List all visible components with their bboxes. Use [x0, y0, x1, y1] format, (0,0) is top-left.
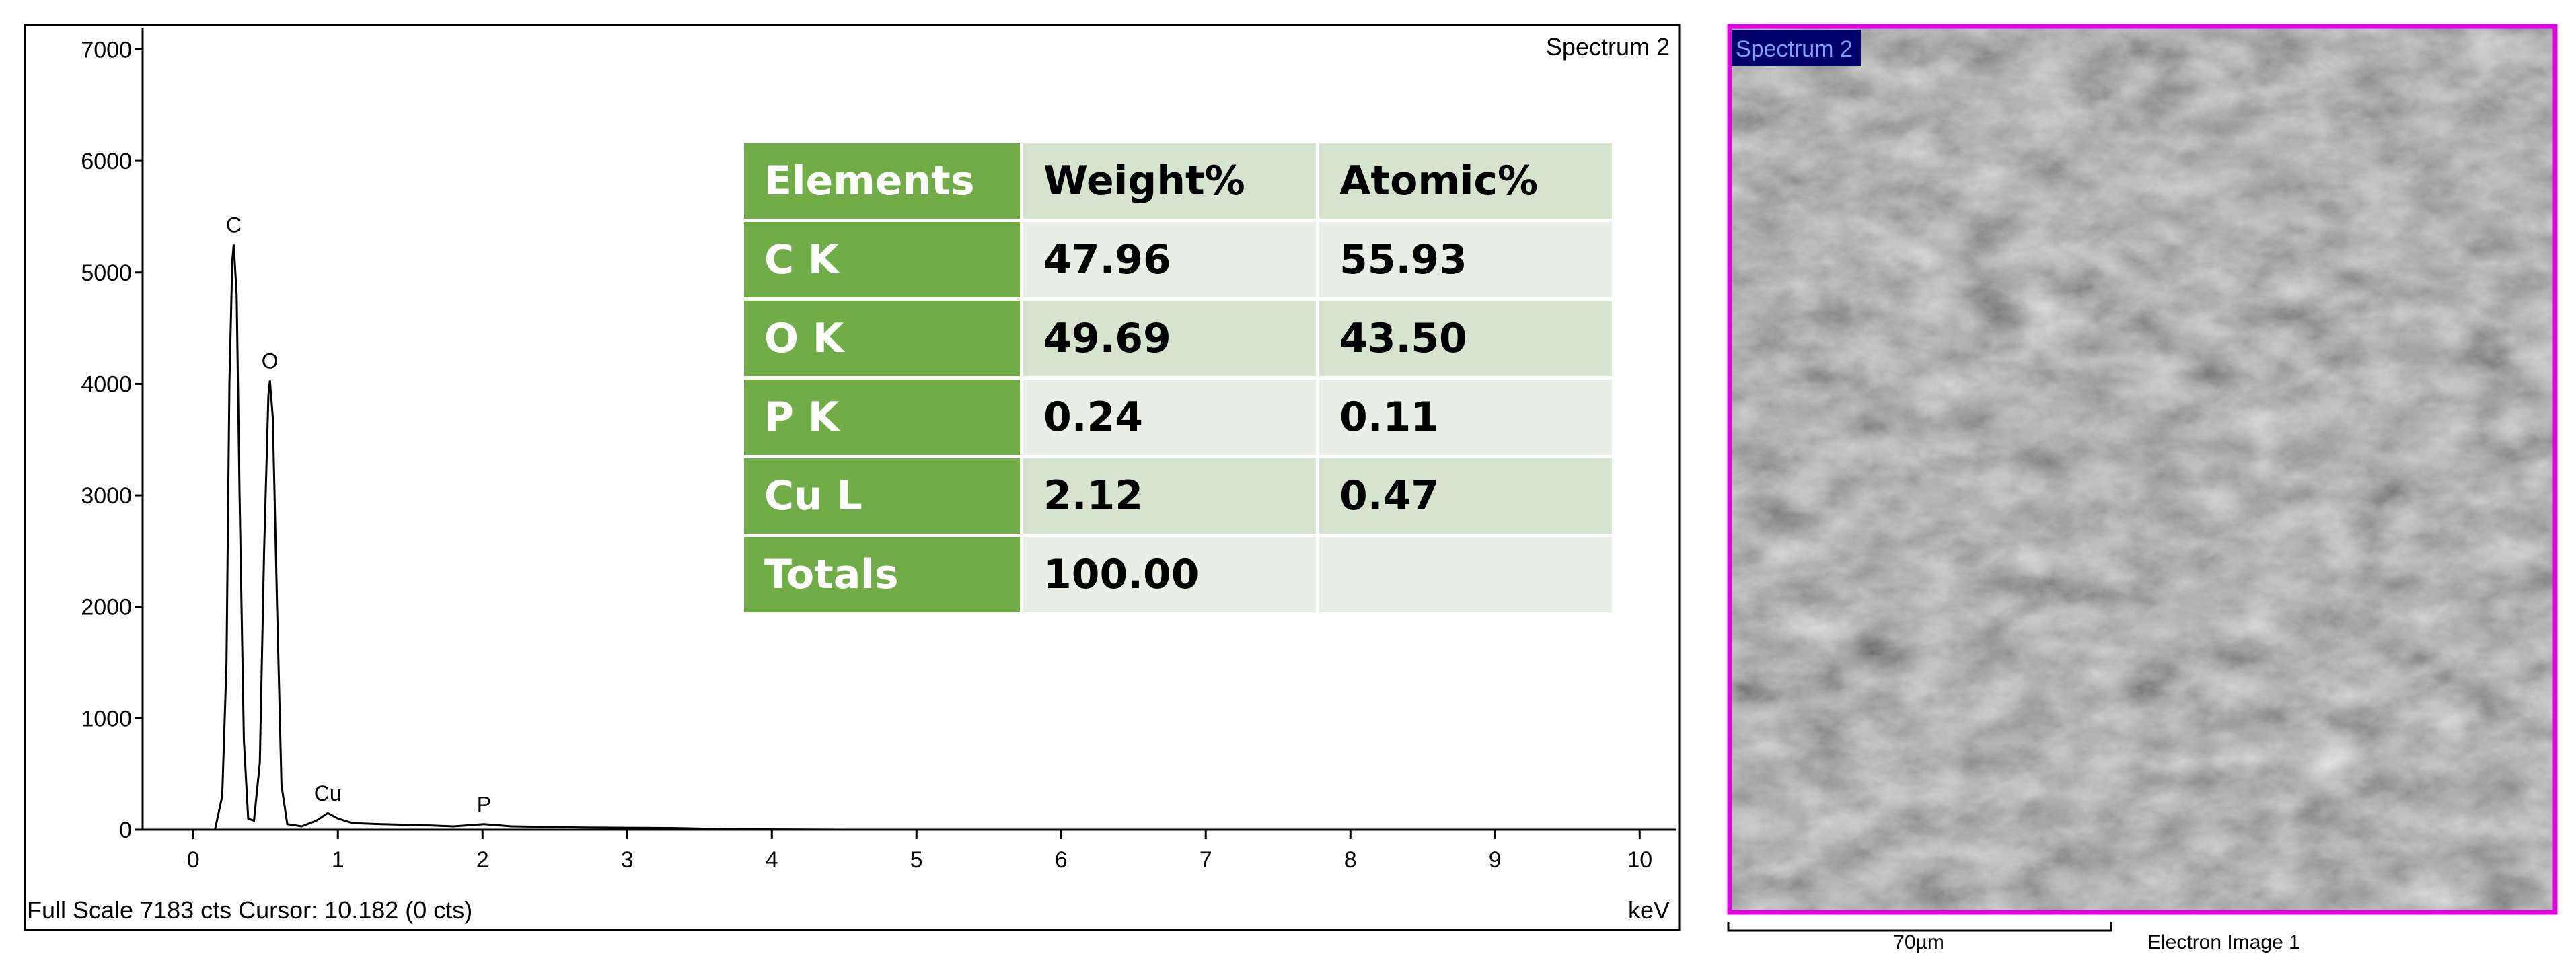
table-row: O K 49.69 43.50: [744, 301, 1612, 376]
row-header: O K: [744, 301, 1020, 376]
image-label-bg: [1732, 30, 1861, 66]
table-row: Elements Weight% Atomic%: [744, 143, 1612, 219]
table-cell: 55.93: [1319, 222, 1612, 297]
table-row: Totals 100.00: [744, 537, 1612, 612]
x-axis-label: keV: [1628, 896, 1670, 924]
sem-image: [1728, 25, 2556, 914]
y-tick-label: 2000: [81, 595, 132, 620]
y-tick-label: 1000: [81, 706, 132, 731]
x-tick-label: 8: [1344, 847, 1357, 873]
table-cell: 0.47: [1319, 458, 1612, 534]
x-tick-label: 6: [1055, 847, 1068, 873]
scale-bar-label: 70µm: [1893, 931, 1944, 953]
peak-label: O: [262, 349, 279, 373]
x-tick-label: 4: [766, 847, 778, 873]
table-cell: Weight%: [1023, 143, 1316, 219]
x-tick-label: 7: [1200, 847, 1212, 873]
y-tick-label: 7000: [81, 37, 132, 63]
table-cell: 47.96: [1023, 222, 1316, 297]
table-cell: 100.00: [1023, 537, 1316, 612]
table-cell: 49.69: [1023, 301, 1316, 376]
row-header: C K: [744, 222, 1020, 297]
y-tick-label: 5000: [81, 260, 132, 286]
x-tick-label: 10: [1627, 847, 1652, 873]
spectrum-line: [214, 244, 1669, 831]
y-tick-label: 3000: [81, 483, 132, 509]
table-cell: 0.24: [1023, 380, 1316, 455]
x-tick-label: 9: [1489, 847, 1502, 873]
x-tick-label: 1: [332, 847, 344, 873]
composition-table: Elements Weight% Atomic% C K 47.96 55.93 O K 49…: [741, 140, 1615, 616]
table-cell: 43.50: [1319, 301, 1612, 376]
row-header: Elements: [744, 143, 1020, 219]
image-label: Spectrum 2: [1736, 36, 1853, 62]
y-tick-label: 4000: [81, 371, 132, 397]
y-tick-label: 6000: [81, 149, 132, 174]
image-caption: Electron Image 1: [2147, 931, 2300, 953]
y-tick-label: 0: [119, 818, 132, 843]
table-row: Cu L 2.12 0.47: [744, 458, 1612, 534]
x-tick-label: 5: [910, 847, 923, 873]
table-row: C K 47.96 55.93: [744, 222, 1612, 297]
scale-bar: [1727, 922, 2112, 932]
peak-label: C: [226, 213, 242, 237]
row-header: Cu L: [744, 458, 1020, 534]
footer-text: Full Scale 7183 cts Cursor: 10.182 (0 ct…: [27, 896, 472, 924]
table-cell: Atomic%: [1319, 143, 1612, 219]
table-cell: 2.12: [1023, 458, 1316, 534]
spectrum-title: Spectrum 2: [1546, 33, 1670, 61]
row-header: Totals: [744, 537, 1020, 612]
image-frame: [1727, 24, 2558, 915]
row-header: P K: [744, 380, 1020, 455]
x-tick-label: 0: [187, 847, 200, 873]
table-row: P K 0.24 0.11: [744, 380, 1612, 455]
x-tick-label: 2: [476, 847, 489, 873]
table-cell: [1319, 537, 1612, 612]
peak-label: P: [477, 793, 491, 817]
x-tick-label: 3: [621, 847, 634, 873]
peak-label: Cu: [314, 781, 342, 805]
table-cell: 0.11: [1319, 380, 1612, 455]
